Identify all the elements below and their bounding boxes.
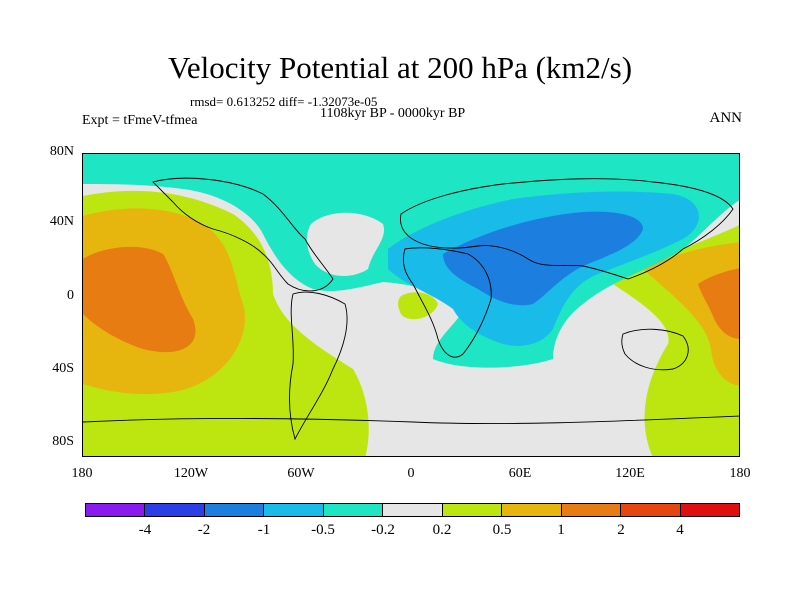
y-tick-label: 40N [49, 214, 74, 229]
colorbar-swatch [204, 504, 265, 516]
colorbar-label: -1 [257, 522, 271, 538]
colorbar-label: -0.5 [311, 522, 335, 538]
y-tick-label: 80N [49, 144, 74, 159]
colorbar-swatch [383, 504, 443, 516]
colorbar-swatch [264, 504, 324, 516]
x-tick-label: 120E [615, 466, 645, 481]
y-tick-label: 40S [52, 361, 74, 376]
colorbar-label: -2 [197, 522, 211, 538]
neutral-atlantic [306, 212, 385, 276]
experiment-label: Expt = tFmeV-tfmea [82, 113, 198, 128]
colorbar-swatch [502, 504, 562, 516]
map-title: Velocity Potential at 200 hPa (km2/s) [167, 50, 633, 85]
colorbar-swatch [145, 504, 205, 516]
colorbar-label: 0.2 [432, 522, 452, 538]
strong-positive-west [83, 246, 196, 353]
x-tick-label: 180 [729, 466, 751, 481]
colorbar-label: 1 [557, 522, 565, 538]
period-label: 1108kyr BP - 0000kyr BP [320, 106, 466, 121]
map-panel [82, 153, 740, 457]
colorbar-swatch [442, 504, 503, 516]
y-tick-label: 0 [67, 288, 74, 303]
x-tick-label: 60W [287, 466, 315, 481]
colorbar-label: 2 [617, 522, 625, 538]
colorbar-swatch [86, 504, 146, 516]
colorbar [85, 503, 740, 517]
season-label: ANN [709, 110, 743, 126]
x-tick-label: 120W [173, 466, 209, 481]
colorbar-swatch [680, 504, 739, 516]
x-tick-label: 60E [508, 466, 532, 481]
colorbar-swatch [621, 504, 681, 516]
colorbar-swatch [561, 504, 622, 516]
velocity-potential-map [83, 154, 739, 456]
coastlines [83, 177, 739, 441]
colorbar-label: -4 [138, 522, 152, 538]
colorbar-label: 4 [676, 522, 684, 538]
x-tick-label: 180 [71, 466, 93, 481]
colorbar-label: -0.2 [371, 522, 395, 538]
strong-positive-east [698, 268, 739, 339]
strong-negative-core [443, 211, 643, 306]
colorbar-label: 0.5 [492, 522, 512, 538]
colorbar-swatch [323, 504, 384, 516]
x-tick-label: 0 [407, 466, 415, 481]
y-tick-label: 80S [52, 434, 74, 449]
stats-label: rmsd= 0.613252 diff= -1.32073e-05 [190, 94, 378, 109]
